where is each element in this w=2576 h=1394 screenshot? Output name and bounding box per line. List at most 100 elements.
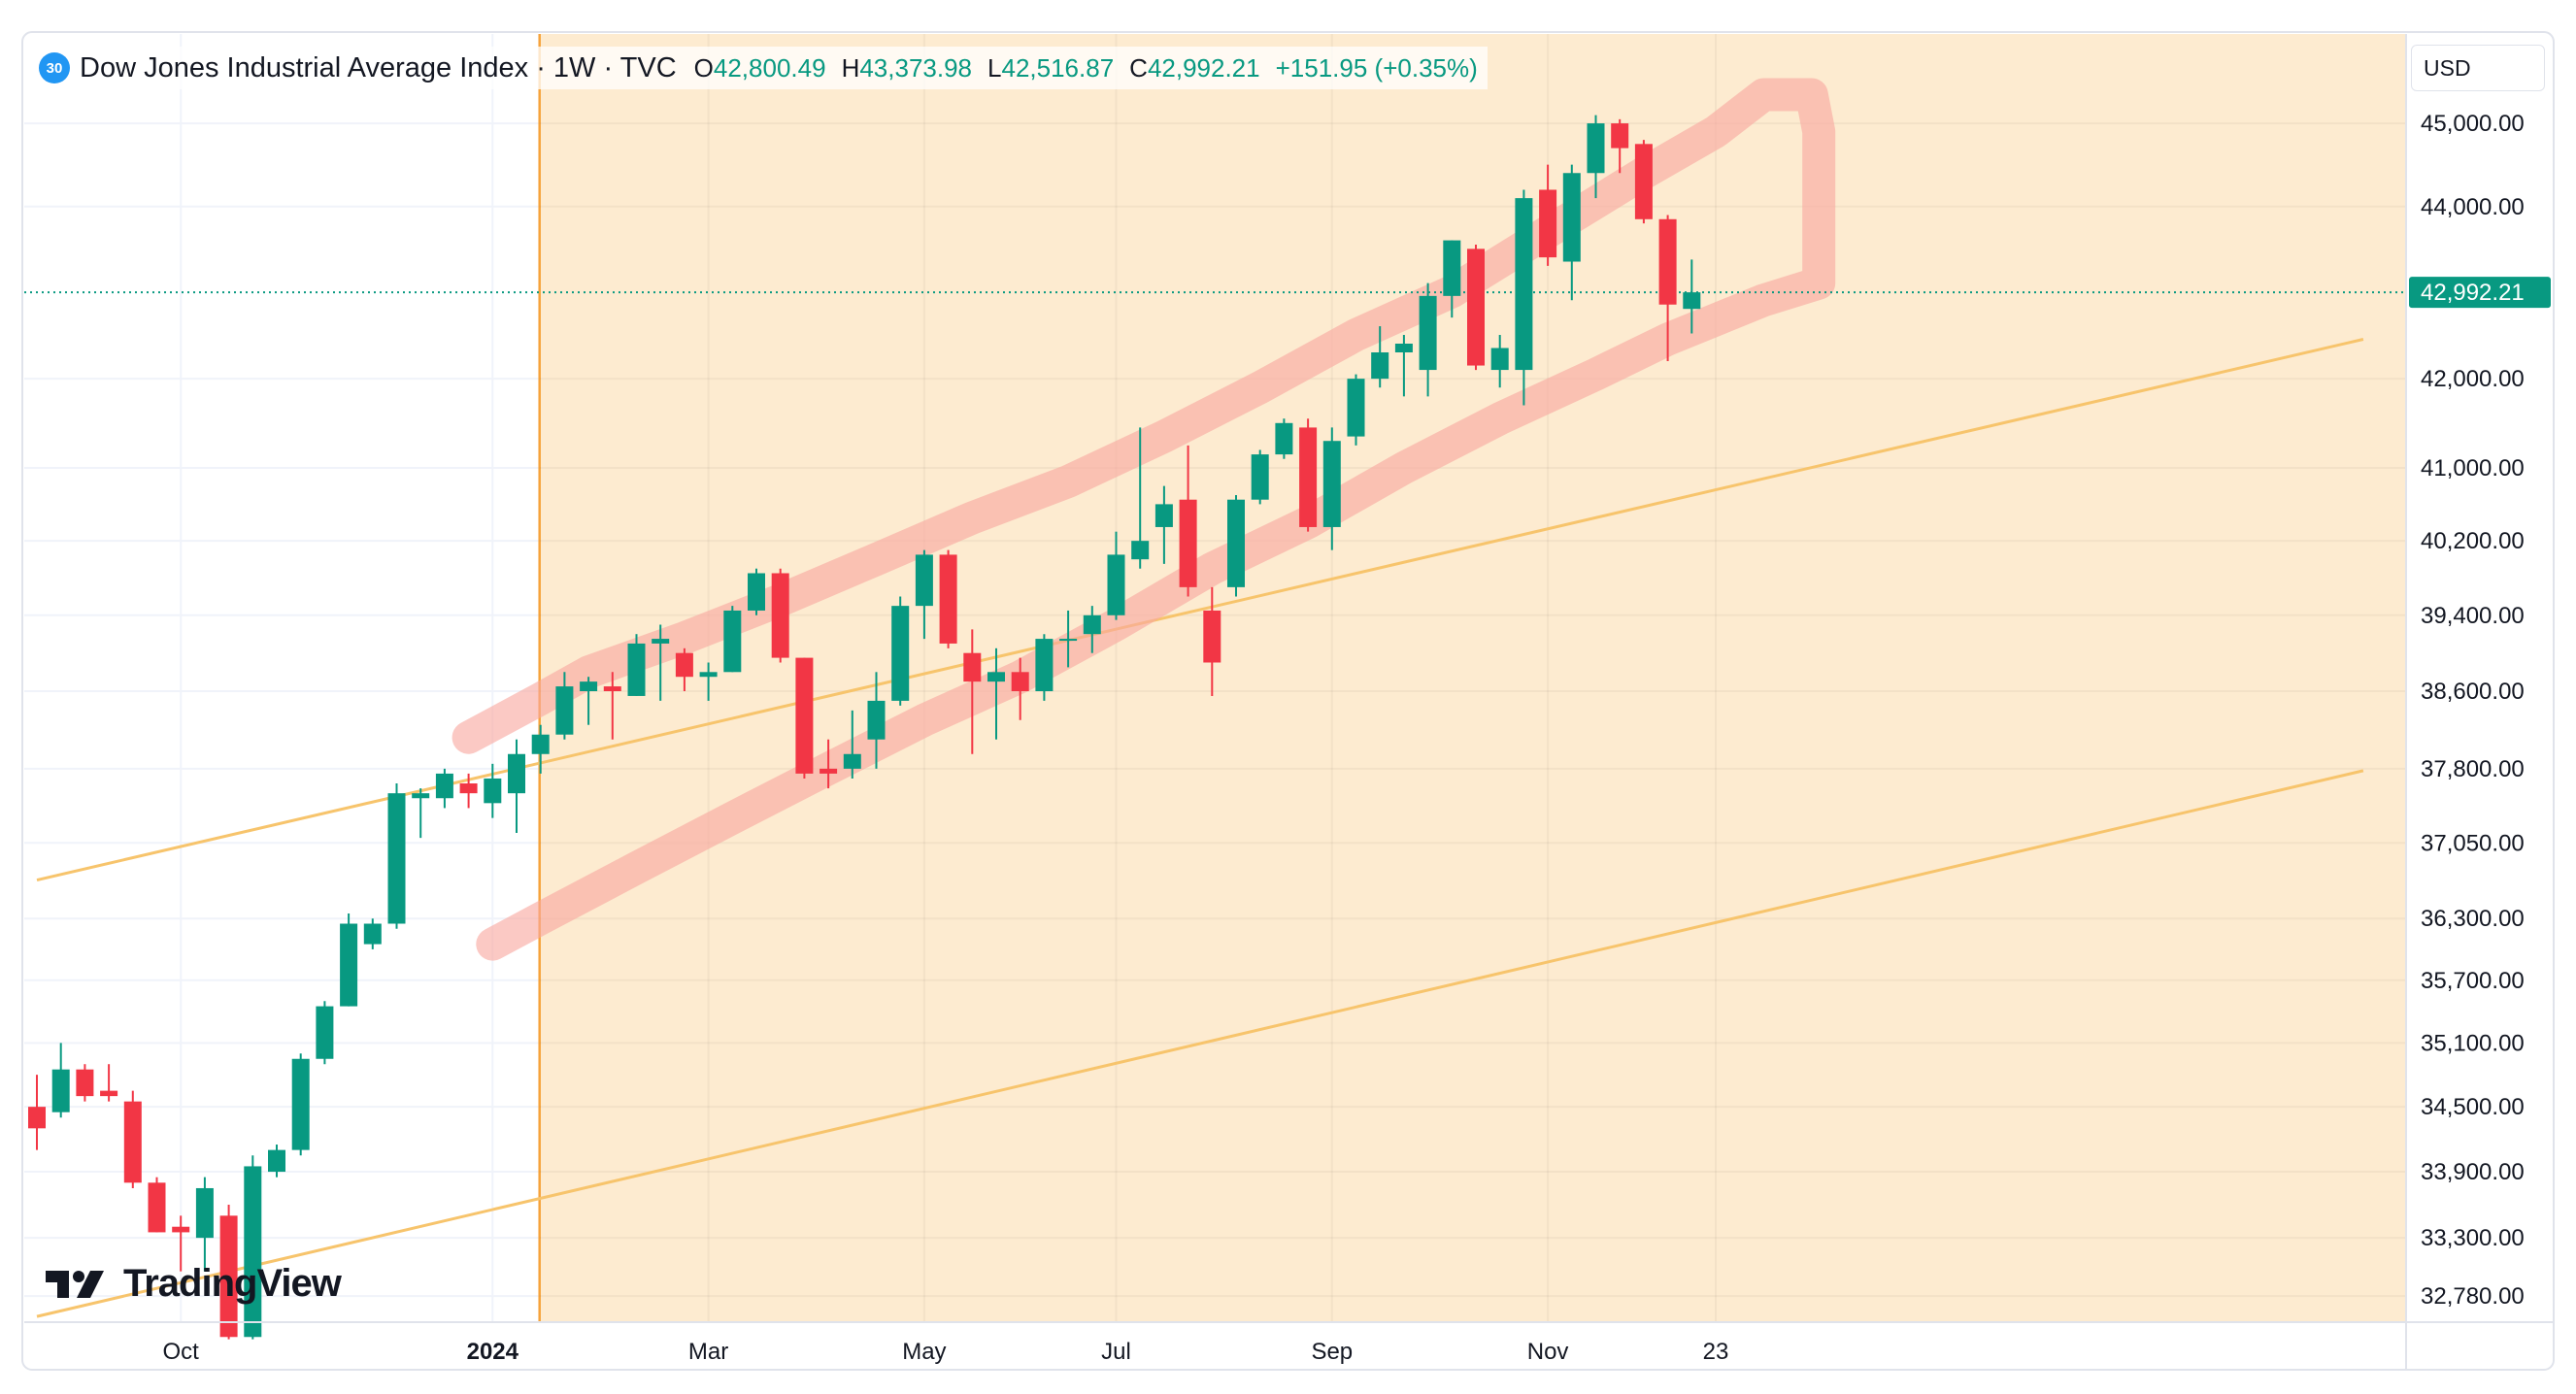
candle[interactable]	[1467, 244, 1485, 371]
candle-body	[123, 1101, 142, 1183]
candle[interactable]	[1154, 485, 1173, 564]
candle-body	[555, 686, 574, 735]
candle-body	[867, 700, 886, 740]
candle[interactable]	[627, 634, 646, 696]
candle[interactable]	[219, 1204, 238, 1340]
candle[interactable]	[1490, 335, 1509, 388]
candle[interactable]	[1011, 657, 1029, 720]
candle[interactable]	[1634, 140, 1653, 224]
candle[interactable]	[435, 768, 453, 809]
candle[interactable]	[123, 1090, 142, 1188]
price-tick-label: 32,780.00	[2421, 1283, 2525, 1310]
candle[interactable]	[531, 724, 550, 774]
candle-body	[1251, 454, 1269, 500]
candle-body	[915, 554, 933, 607]
candle[interactable]	[820, 739, 838, 789]
candle-body	[1227, 499, 1245, 587]
close-value: 42,992.21	[1147, 52, 1260, 83]
candle[interactable]	[76, 1064, 94, 1102]
price-tick-label: 41,000.00	[2421, 455, 2525, 481]
candle-body	[580, 681, 598, 692]
candle[interactable]	[268, 1145, 285, 1178]
price-tick-label: 37,800.00	[2421, 756, 2525, 782]
currency-selector[interactable]: USD	[2411, 45, 2545, 91]
price-tick-label: 33,300.00	[2421, 1225, 2525, 1251]
candle[interactable]	[51, 1043, 70, 1118]
candle[interactable]	[867, 672, 886, 769]
candle[interactable]	[291, 1053, 310, 1156]
candle[interactable]	[100, 1064, 118, 1102]
candle[interactable]	[1299, 418, 1318, 532]
candle[interactable]	[939, 549, 957, 648]
price-tick-label: 33,900.00	[2421, 1159, 2525, 1185]
candle[interactable]	[699, 662, 718, 701]
tradingview-logo[interactable]: TradingView	[44, 1262, 342, 1306]
candle[interactable]	[1179, 445, 1197, 597]
candle[interactable]	[244, 1155, 262, 1340]
price-tick-label: 37,050.00	[2421, 830, 2525, 856]
candle[interactable]	[1059, 610, 1078, 668]
candle[interactable]	[1443, 240, 1461, 318]
candle[interactable]	[1658, 215, 1677, 362]
candle[interactable]	[555, 672, 574, 740]
candle[interactable]	[1131, 427, 1150, 569]
candle[interactable]	[412, 788, 430, 839]
candle[interactable]	[1515, 189, 1533, 406]
candle[interactable]	[340, 913, 358, 1007]
candle[interactable]	[1035, 634, 1054, 701]
candle[interactable]	[508, 739, 525, 833]
candle[interactable]	[652, 624, 670, 701]
candle[interactable]	[1371, 326, 1389, 388]
candle[interactable]	[1419, 282, 1437, 397]
candle[interactable]	[172, 1215, 190, 1272]
candle[interactable]	[484, 763, 502, 818]
time-axis: Oct 2024 Mar May Jul Sep Nov 23	[24, 1321, 2554, 1365]
candle-body	[652, 639, 670, 644]
candle[interactable]	[1587, 115, 1605, 199]
candle[interactable]	[1275, 418, 1293, 459]
symbol-title[interactable]: Dow Jones Industrial Average Index · 1W …	[80, 51, 677, 83]
candle[interactable]	[1322, 427, 1341, 550]
candle[interactable]	[1251, 449, 1269, 505]
candle[interactable]	[1683, 259, 1701, 334]
symbol-badge[interactable]: 30	[39, 52, 70, 83]
candle[interactable]	[771, 568, 789, 663]
candle-body	[675, 652, 693, 678]
candle[interactable]	[723, 606, 742, 673]
candle[interactable]	[987, 647, 1005, 740]
candle-body	[771, 573, 789, 658]
trendline	[36, 338, 2364, 882]
candle[interactable]	[1562, 164, 1581, 301]
candle[interactable]	[1611, 118, 1629, 174]
candle[interactable]	[963, 629, 982, 754]
candle[interactable]	[748, 568, 765, 615]
candle[interactable]	[316, 1001, 334, 1065]
candle[interactable]	[603, 672, 621, 740]
candle[interactable]	[195, 1177, 214, 1272]
candle[interactable]	[1394, 335, 1413, 397]
candle[interactable]	[795, 657, 814, 779]
candle[interactable]	[1107, 531, 1125, 620]
candle[interactable]	[1539, 164, 1557, 266]
candle[interactable]	[28, 1075, 46, 1150]
candle[interactable]	[891, 596, 910, 706]
candle[interactable]	[1083, 606, 1101, 653]
candle[interactable]	[387, 783, 406, 929]
candle[interactable]	[1227, 495, 1245, 597]
low-label: L	[987, 52, 1002, 83]
candle[interactable]	[1347, 374, 1365, 446]
candle[interactable]	[580, 677, 598, 725]
candle-body	[1611, 123, 1629, 149]
candle[interactable]	[363, 918, 382, 949]
candle[interactable]	[1203, 586, 1221, 696]
candle[interactable]	[148, 1177, 166, 1233]
candle[interactable]	[915, 549, 933, 640]
chart-legend: 30 Dow Jones Industrial Average Index · …	[39, 47, 1488, 89]
candle[interactable]	[675, 647, 693, 692]
price-tick-label: 45,000.00	[2421, 111, 2525, 137]
candle[interactable]	[459, 773, 478, 809]
candle-body	[219, 1215, 238, 1338]
candle[interactable]	[843, 710, 861, 779]
candle-body	[627, 643, 646, 696]
